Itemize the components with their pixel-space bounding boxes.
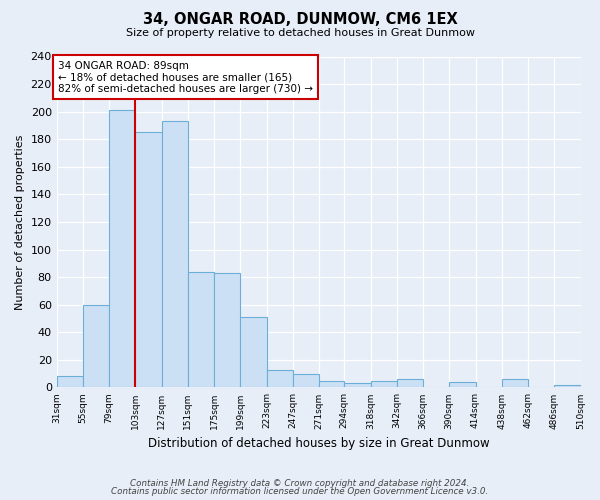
Bar [109,110,136,388]
Text: Contains public sector information licensed under the Open Government Licence v3: Contains public sector information licen… [112,487,488,496]
Bar [293,374,319,388]
Bar [241,317,266,388]
Bar [188,272,214,388]
Bar [371,380,397,388]
Bar [502,379,528,388]
Bar [397,379,423,388]
Text: 34, ONGAR ROAD, DUNMOW, CM6 1EX: 34, ONGAR ROAD, DUNMOW, CM6 1EX [143,12,457,28]
Bar [266,370,293,388]
Text: Size of property relative to detached houses in Great Dunmow: Size of property relative to detached ho… [125,28,475,38]
Bar [344,384,371,388]
Bar [136,132,161,388]
Bar [83,304,109,388]
Bar [56,376,83,388]
Text: Contains HM Land Registry data © Crown copyright and database right 2024.: Contains HM Land Registry data © Crown c… [130,478,470,488]
Text: 34 ONGAR ROAD: 89sqm
← 18% of detached houses are smaller (165)
82% of semi-deta: 34 ONGAR ROAD: 89sqm ← 18% of detached h… [58,60,313,94]
Y-axis label: Number of detached properties: Number of detached properties [15,134,25,310]
Bar [554,384,581,388]
Bar [449,382,476,388]
X-axis label: Distribution of detached houses by size in Great Dunmow: Distribution of detached houses by size … [148,437,490,450]
Bar [161,122,188,388]
Bar [319,380,344,388]
Bar [214,273,241,388]
